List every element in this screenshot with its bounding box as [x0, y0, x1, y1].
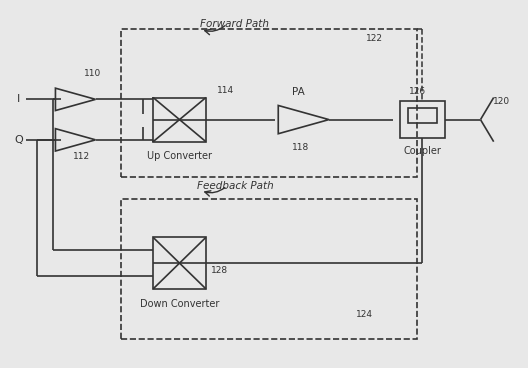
- Text: Feedback Path: Feedback Path: [196, 181, 274, 191]
- Bar: [121, 199, 417, 339]
- Text: Forward Path: Forward Path: [201, 19, 269, 29]
- Text: Up Converter: Up Converter: [147, 151, 212, 162]
- Text: 126: 126: [409, 88, 426, 96]
- Text: 114: 114: [216, 86, 233, 95]
- Bar: [400, 101, 445, 138]
- Text: 122: 122: [366, 34, 383, 43]
- Text: 128: 128: [211, 266, 228, 275]
- Text: 124: 124: [356, 310, 373, 319]
- Bar: [408, 107, 437, 123]
- Text: Coupler: Coupler: [403, 146, 441, 156]
- Text: 120: 120: [493, 97, 510, 106]
- Text: Q: Q: [14, 135, 23, 145]
- Text: Down Converter: Down Converter: [140, 298, 219, 309]
- Text: 118: 118: [293, 143, 309, 152]
- Text: 112: 112: [73, 152, 90, 161]
- Text: 110: 110: [84, 69, 101, 78]
- Text: PA: PA: [292, 87, 305, 97]
- Bar: [153, 237, 206, 289]
- Bar: [153, 98, 206, 142]
- Text: I: I: [17, 94, 20, 105]
- Bar: [121, 29, 417, 177]
